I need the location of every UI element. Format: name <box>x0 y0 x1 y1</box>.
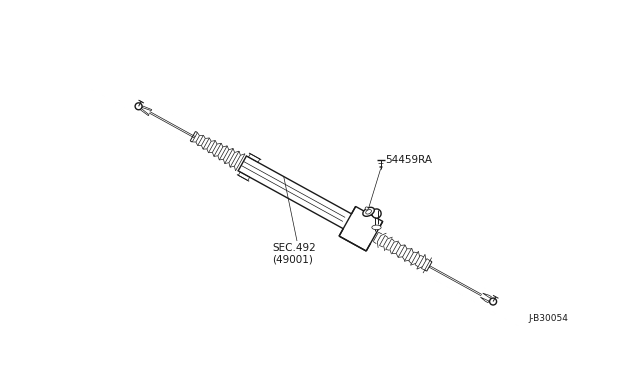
Polygon shape <box>483 293 492 298</box>
Text: 54459RA: 54459RA <box>385 155 433 165</box>
Polygon shape <box>339 206 383 251</box>
Polygon shape <box>139 106 149 116</box>
Circle shape <box>135 103 142 110</box>
Polygon shape <box>481 297 489 303</box>
Circle shape <box>490 298 497 305</box>
Text: SEC.492
(49001): SEC.492 (49001) <box>272 243 316 265</box>
Text: J-B30054: J-B30054 <box>529 314 568 323</box>
Ellipse shape <box>372 209 381 218</box>
Circle shape <box>365 207 368 210</box>
Polygon shape <box>248 154 260 162</box>
Ellipse shape <box>363 207 374 217</box>
Polygon shape <box>139 106 152 110</box>
Ellipse shape <box>365 209 371 214</box>
Ellipse shape <box>372 225 381 230</box>
Polygon shape <box>238 172 250 180</box>
